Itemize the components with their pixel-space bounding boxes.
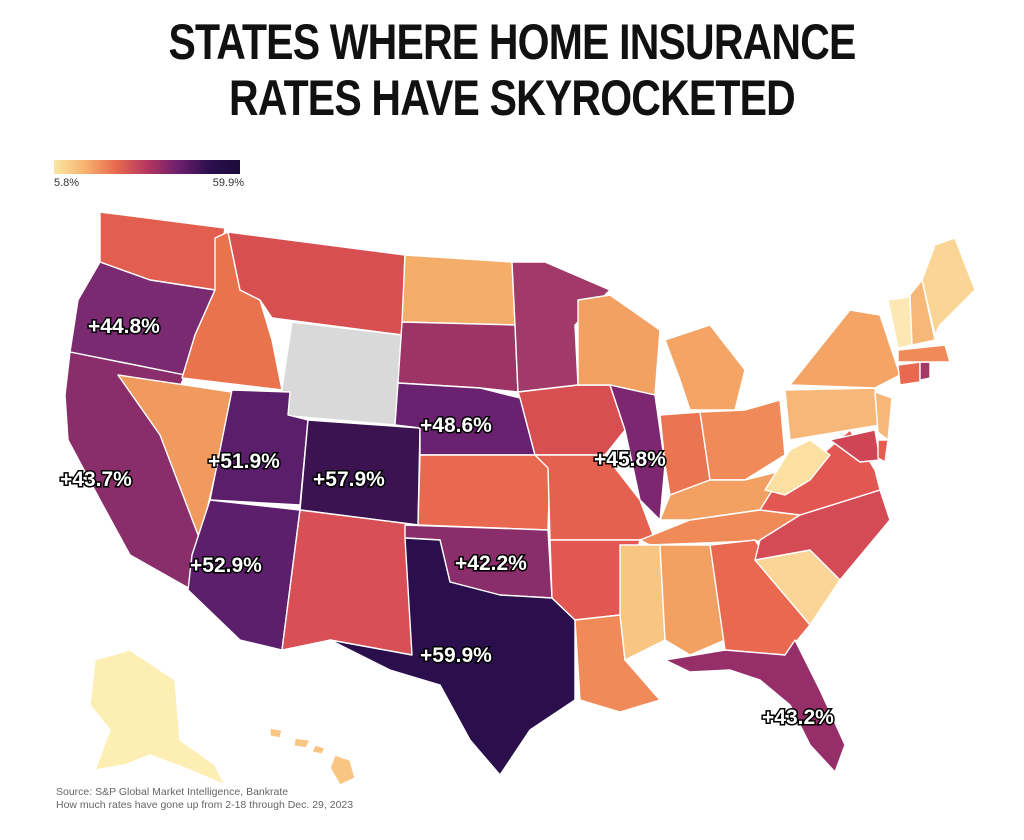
label-colorado: +57.9%	[313, 468, 385, 491]
label-nebraska: +48.6%	[420, 414, 492, 437]
state-iowa[interactable]	[517, 384, 626, 456]
source-line-1: Source: S&P Global Market Intelligence, …	[56, 786, 289, 798]
state-hawaii[interactable]	[329, 754, 356, 786]
source-note: Source: S&P Global Market Intelligence, …	[56, 786, 353, 812]
label-california: +43.7%	[60, 468, 132, 491]
state-rhode-island[interactable]	[919, 361, 931, 381]
legend-gradient-bar	[54, 160, 240, 174]
state-maryland[interactable]	[829, 429, 881, 463]
state-wyoming[interactable]	[277, 321, 403, 426]
state-georgia[interactable]	[709, 539, 811, 656]
state-florida[interactable]	[664, 639, 846, 773]
color-legend: 5.8% 59.9%	[54, 160, 244, 193]
state-mississippi[interactable]	[619, 544, 666, 661]
legend-labels: 5.8% 59.9%	[54, 177, 244, 193]
state-south-dakota[interactable]	[397, 321, 519, 393]
state-vermont[interactable]	[887, 296, 913, 349]
label-utah: +51.9%	[208, 450, 280, 473]
state-massachusetts[interactable]	[897, 344, 951, 363]
label-illinois: +45.8%	[594, 448, 666, 471]
map-title: STATES WHERE HOME INSURANCE RATES HAVE S…	[92, 14, 932, 126]
legend-min-label: 5.8%	[54, 177, 80, 189]
state-maine[interactable]	[921, 237, 976, 336]
label-florida: +43.2%	[762, 706, 834, 729]
state-pennsylvania[interactable]	[784, 387, 881, 441]
state-new-york[interactable]	[789, 309, 901, 389]
title-line-1: STATES WHERE HOME INSURANCE	[168, 14, 856, 70]
state-michigan[interactable]	[664, 324, 746, 411]
state-hawaii-islands[interactable]	[269, 727, 326, 755]
label-oklahoma: +42.2%	[455, 552, 527, 575]
state-delaware[interactable]	[877, 439, 889, 463]
state-texas[interactable]	[329, 537, 576, 776]
source-line-2: How much rates have gone up from 2-18 th…	[56, 799, 354, 811]
state-wisconsin[interactable]	[577, 294, 661, 396]
label-oregon: +44.8%	[88, 315, 160, 338]
state-alabama[interactable]	[659, 544, 726, 656]
state-new-mexico[interactable]	[281, 509, 419, 656]
state-alaska[interactable]	[89, 649, 226, 786]
state-connecticut[interactable]	[897, 361, 921, 386]
state-west-virginia[interactable]	[764, 439, 831, 496]
state-new-hampshire[interactable]	[909, 279, 936, 346]
state-kansas[interactable]	[417, 454, 551, 531]
label-arizona: +52.9%	[190, 554, 262, 577]
state-minnesota[interactable]	[511, 261, 611, 393]
state-north-dakota[interactable]	[401, 254, 516, 326]
state-ohio[interactable]	[699, 399, 786, 481]
title-line-2: RATES HAVE SKYROCKETED	[229, 70, 796, 126]
legend-max-label: 59.9%	[212, 177, 244, 189]
label-texas: +59.9%	[420, 644, 492, 667]
state-new-jersey[interactable]	[874, 391, 893, 441]
